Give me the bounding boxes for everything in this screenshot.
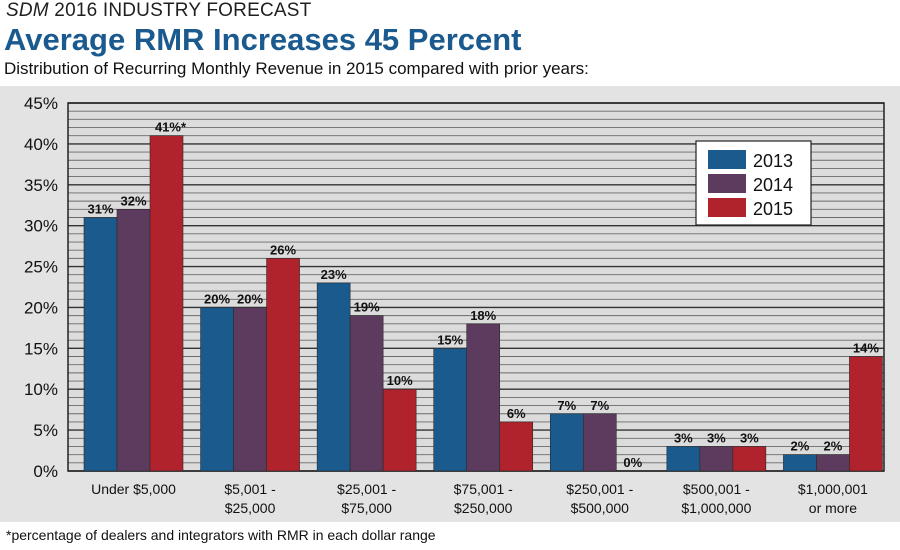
bar-2015 bbox=[732, 446, 767, 472]
y-tick-label: 0% bbox=[33, 462, 58, 481]
bar-2013 bbox=[666, 446, 701, 472]
kicker-brand: SDM bbox=[6, 0, 49, 21]
data-label: 14% bbox=[853, 341, 879, 356]
y-tick-label: 25% bbox=[24, 258, 58, 277]
x-category-label: $75,001 - bbox=[454, 481, 513, 497]
legend-label: 2015 bbox=[753, 199, 793, 219]
data-label: 3% bbox=[674, 430, 693, 445]
bar-2014 bbox=[233, 307, 267, 472]
data-label: 3% bbox=[707, 430, 726, 445]
bar-2014 bbox=[699, 446, 734, 472]
legend-swatch-2013 bbox=[708, 150, 746, 169]
bar-2014 bbox=[116, 209, 151, 472]
y-tick-label: 35% bbox=[24, 176, 58, 195]
y-tick-label: 40% bbox=[24, 135, 58, 154]
kicker: SDM 2016 INDUSTRY FORECAST bbox=[6, 0, 311, 22]
data-label: 31% bbox=[87, 201, 113, 216]
y-tick-label: 30% bbox=[24, 217, 58, 236]
bar-2015 bbox=[849, 356, 883, 472]
data-label: 26% bbox=[270, 242, 296, 257]
data-label: 7% bbox=[557, 398, 576, 413]
bar-2014 bbox=[816, 454, 850, 472]
y-tick-label: 10% bbox=[24, 380, 58, 399]
x-category-label: $75,000 bbox=[341, 500, 392, 516]
y-tick-label: 20% bbox=[24, 298, 58, 317]
bar-2014 bbox=[582, 413, 617, 472]
chart-subtitle: Distribution of Recurring Monthly Revenu… bbox=[4, 59, 589, 78]
bar-2014 bbox=[466, 323, 501, 472]
data-label: 20% bbox=[204, 291, 230, 306]
bar-2015 bbox=[149, 135, 184, 472]
x-category-label: $250,000 bbox=[454, 500, 513, 516]
x-category-label: $1,000,001 bbox=[798, 481, 868, 497]
data-label: 19% bbox=[354, 300, 380, 315]
bar-2013 bbox=[316, 282, 351, 472]
page-title: Average RMR Increases 45 Percent bbox=[4, 22, 522, 57]
bar-2013 bbox=[200, 307, 234, 472]
bar-2013 bbox=[549, 413, 584, 472]
data-label: 32% bbox=[120, 193, 146, 208]
legend-swatch-2014 bbox=[708, 174, 746, 193]
y-tick-label: 5% bbox=[33, 421, 58, 440]
bar-chart: 0% 5% 10% 15% 20% 25% 30% 35% 40% 45% 31% 32% 41%* Un… bbox=[24, 94, 885, 516]
data-label: 2% bbox=[791, 439, 810, 454]
x-category-label: $25,001 - bbox=[337, 481, 396, 497]
data-label: 6% bbox=[507, 406, 526, 421]
bar-2013 bbox=[83, 217, 118, 472]
data-label: 10% bbox=[387, 373, 413, 388]
data-label: 20% bbox=[237, 291, 263, 306]
data-label: 15% bbox=[437, 332, 463, 347]
bar-2013 bbox=[783, 454, 817, 472]
x-category-label: $250,001 - bbox=[566, 481, 633, 497]
y-tick-label: 15% bbox=[24, 339, 58, 358]
x-category-label: or more bbox=[809, 500, 857, 516]
footnote: *percentage of dealers and integrators w… bbox=[6, 527, 436, 543]
x-category-label: $1,000,000 bbox=[681, 500, 751, 516]
bar-2015 bbox=[266, 258, 300, 472]
x-category-label: $5,001 - bbox=[224, 481, 276, 497]
data-label: 7% bbox=[590, 398, 609, 413]
legend-label: 2013 bbox=[753, 151, 793, 171]
legend-label: 2014 bbox=[753, 175, 793, 195]
x-category-label: $500,000 bbox=[571, 500, 630, 516]
kicker-text: 2016 INDUSTRY FORECAST bbox=[48, 0, 312, 21]
x-category-label: $500,001 - bbox=[683, 481, 750, 497]
data-label: 0% bbox=[623, 455, 642, 470]
chart-panel: 0% 5% 10% 15% 20% 25% 30% 35% 40% 45% 31% 32% 41%* Un… bbox=[0, 86, 900, 522]
data-label: 23% bbox=[321, 267, 347, 282]
data-label: 41%* bbox=[155, 120, 187, 135]
x-category-label: Under $5,000 bbox=[91, 481, 176, 497]
y-tick-label: 45% bbox=[24, 94, 58, 113]
data-label: 2% bbox=[824, 439, 843, 454]
bar-2014 bbox=[349, 315, 384, 472]
bar-2015 bbox=[499, 421, 534, 472]
legend-swatch-2015 bbox=[708, 198, 746, 217]
bar-2015 bbox=[382, 388, 417, 472]
data-label: 18% bbox=[470, 308, 496, 323]
bar-2013 bbox=[433, 348, 468, 472]
x-category-label: $25,000 bbox=[225, 500, 276, 516]
data-label: 3% bbox=[740, 430, 759, 445]
